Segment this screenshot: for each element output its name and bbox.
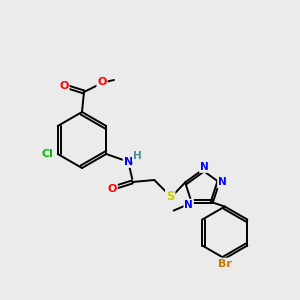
- Text: O: O: [108, 184, 117, 194]
- Text: H: H: [133, 151, 142, 161]
- Text: Br: Br: [218, 259, 232, 269]
- Text: N: N: [200, 162, 208, 172]
- Text: Cl: Cl: [42, 149, 54, 159]
- Text: O: O: [97, 77, 107, 87]
- Text: S: S: [166, 190, 175, 202]
- Text: N: N: [184, 200, 193, 210]
- Text: N: N: [218, 177, 227, 188]
- Text: O: O: [59, 81, 69, 91]
- Text: N: N: [124, 157, 133, 167]
